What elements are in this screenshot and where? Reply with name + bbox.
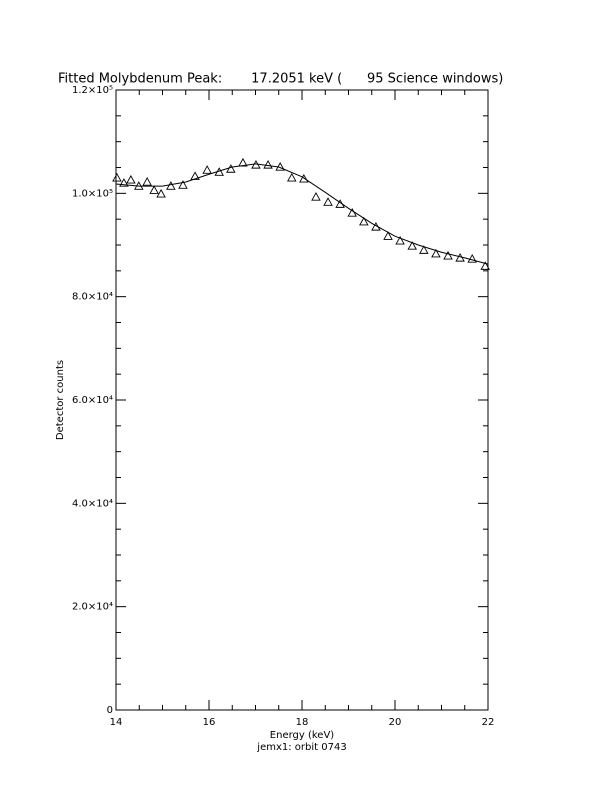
- x-axis-label: Energy (keV): [270, 730, 335, 741]
- chart-title: Fitted Molybdenum Peak: 17.2051 keV ( 95…: [58, 72, 503, 87]
- y-tick-label: 1.2×10⁵: [72, 85, 113, 96]
- x-tick-label: 20: [389, 717, 402, 728]
- data-point: [443, 250, 453, 260]
- fit-line: [115, 163, 489, 265]
- y-tick-label: 0: [107, 705, 113, 716]
- data-point: [431, 248, 441, 258]
- data-point: [299, 173, 309, 183]
- data-point: [142, 177, 152, 186]
- data-point: [287, 172, 297, 182]
- data-point: [149, 185, 159, 194]
- y-tick-label: 2.0×10⁴: [72, 602, 113, 613]
- data-point: [190, 171, 200, 180]
- data-point: [359, 216, 369, 226]
- data-point: [407, 241, 417, 250]
- data-point: [112, 172, 122, 182]
- data-point: [178, 180, 188, 189]
- data-point: [480, 261, 490, 270]
- data-point: [419, 245, 429, 254]
- y-axis-label: Detector counts: [55, 360, 66, 440]
- x-tick-label: 22: [482, 717, 495, 728]
- x-tick-label: 14: [110, 717, 123, 728]
- y-tick-label: 1.0×10⁵: [72, 188, 113, 199]
- data-point: [202, 165, 212, 174]
- data-point: [166, 181, 176, 190]
- x-tick-label: 16: [203, 717, 216, 728]
- data-point: [323, 197, 333, 206]
- data-point: [383, 231, 393, 240]
- data-point: [467, 254, 477, 263]
- data-point: [311, 192, 321, 201]
- data-point: [126, 174, 136, 184]
- data-point: [156, 188, 166, 198]
- x-tick-label: 18: [296, 717, 309, 728]
- data-point: [226, 164, 236, 173]
- y-tick-label: 6.0×10⁴: [72, 395, 113, 406]
- data-point: [395, 235, 405, 245]
- y-tick-label: 4.0×10⁴: [72, 498, 113, 509]
- data-point: [263, 159, 273, 169]
- y-tick-label: 8.0×10⁴: [72, 292, 113, 303]
- footer: jemx1: orbit 0743: [256, 742, 346, 753]
- data-point: [119, 178, 129, 187]
